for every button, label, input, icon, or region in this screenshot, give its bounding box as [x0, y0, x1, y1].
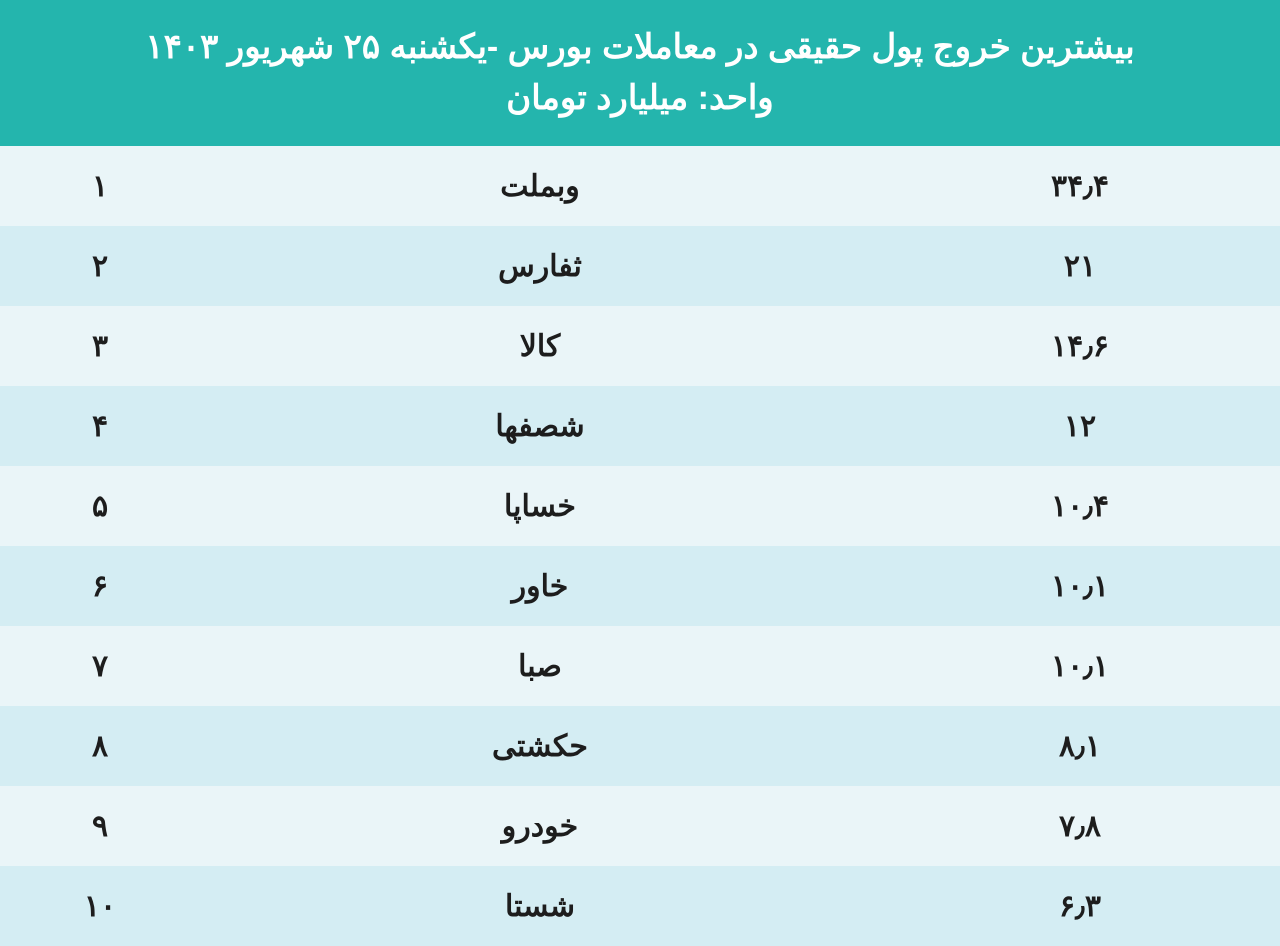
cell-rank: ۵	[0, 489, 200, 524]
table-body: ۱وبملت۳۴٫۴۲ثفارس۲۱۳کالا۱۴٫۶۴شصفها۱۲۵خساپ…	[0, 146, 1280, 946]
data-table: بیشترین خروج پول حقیقی در معاملات بورس -…	[0, 0, 1280, 946]
cell-name: کالا	[200, 329, 880, 364]
cell-name: شصفها	[200, 409, 880, 444]
cell-name: حکشتی	[200, 729, 880, 764]
cell-value: ۱۰٫۱	[880, 649, 1280, 684]
cell-rank: ۷	[0, 649, 200, 684]
cell-value: ۸٫۱	[880, 729, 1280, 764]
table-row: ۱۰شستا۶٫۳	[0, 866, 1280, 946]
cell-value: ۱۲	[880, 409, 1280, 444]
table-row: ۸حکشتی۸٫۱	[0, 706, 1280, 786]
cell-value: ۱۴٫۶	[880, 329, 1280, 364]
cell-rank: ۳	[0, 329, 200, 364]
cell-rank: ۸	[0, 729, 200, 764]
table-row: ۹خودرو۷٫۸	[0, 786, 1280, 866]
cell-name: خاور	[200, 569, 880, 604]
cell-name: شستا	[200, 889, 880, 924]
cell-name: وبملت	[200, 169, 880, 204]
table-row: ۷صبا۱۰٫۱	[0, 626, 1280, 706]
cell-name: ثفارس	[200, 249, 880, 284]
table-row: ۳کالا۱۴٫۶	[0, 306, 1280, 386]
table-row: ۵خساپا۱۰٫۴	[0, 466, 1280, 546]
cell-value: ۷٫۸	[880, 809, 1280, 844]
cell-value: ۲۱	[880, 249, 1280, 284]
cell-rank: ۶	[0, 569, 200, 604]
cell-rank: ۲	[0, 249, 200, 284]
table-header: بیشترین خروج پول حقیقی در معاملات بورس -…	[0, 0, 1280, 146]
table-row: ۴شصفها۱۲	[0, 386, 1280, 466]
cell-value: ۱۰٫۱	[880, 569, 1280, 604]
table-row: ۲ثفارس۲۱	[0, 226, 1280, 306]
cell-rank: ۹	[0, 809, 200, 844]
cell-name: خساپا	[200, 489, 880, 524]
table-row: ۱وبملت۳۴٫۴	[0, 146, 1280, 226]
cell-value: ۳۴٫۴	[880, 169, 1280, 204]
cell-rank: ۱۰	[0, 889, 200, 924]
header-title: بیشترین خروج پول حقیقی در معاملات بورس -…	[40, 22, 1240, 73]
cell-rank: ۴	[0, 409, 200, 444]
table-row: ۶خاور۱۰٫۱	[0, 546, 1280, 626]
cell-name: صبا	[200, 649, 880, 684]
cell-rank: ۱	[0, 169, 200, 204]
cell-name: خودرو	[200, 809, 880, 844]
header-unit: واحد: میلیارد تومان	[40, 73, 1240, 124]
cell-value: ۱۰٫۴	[880, 489, 1280, 524]
cell-value: ۶٫۳	[880, 889, 1280, 924]
